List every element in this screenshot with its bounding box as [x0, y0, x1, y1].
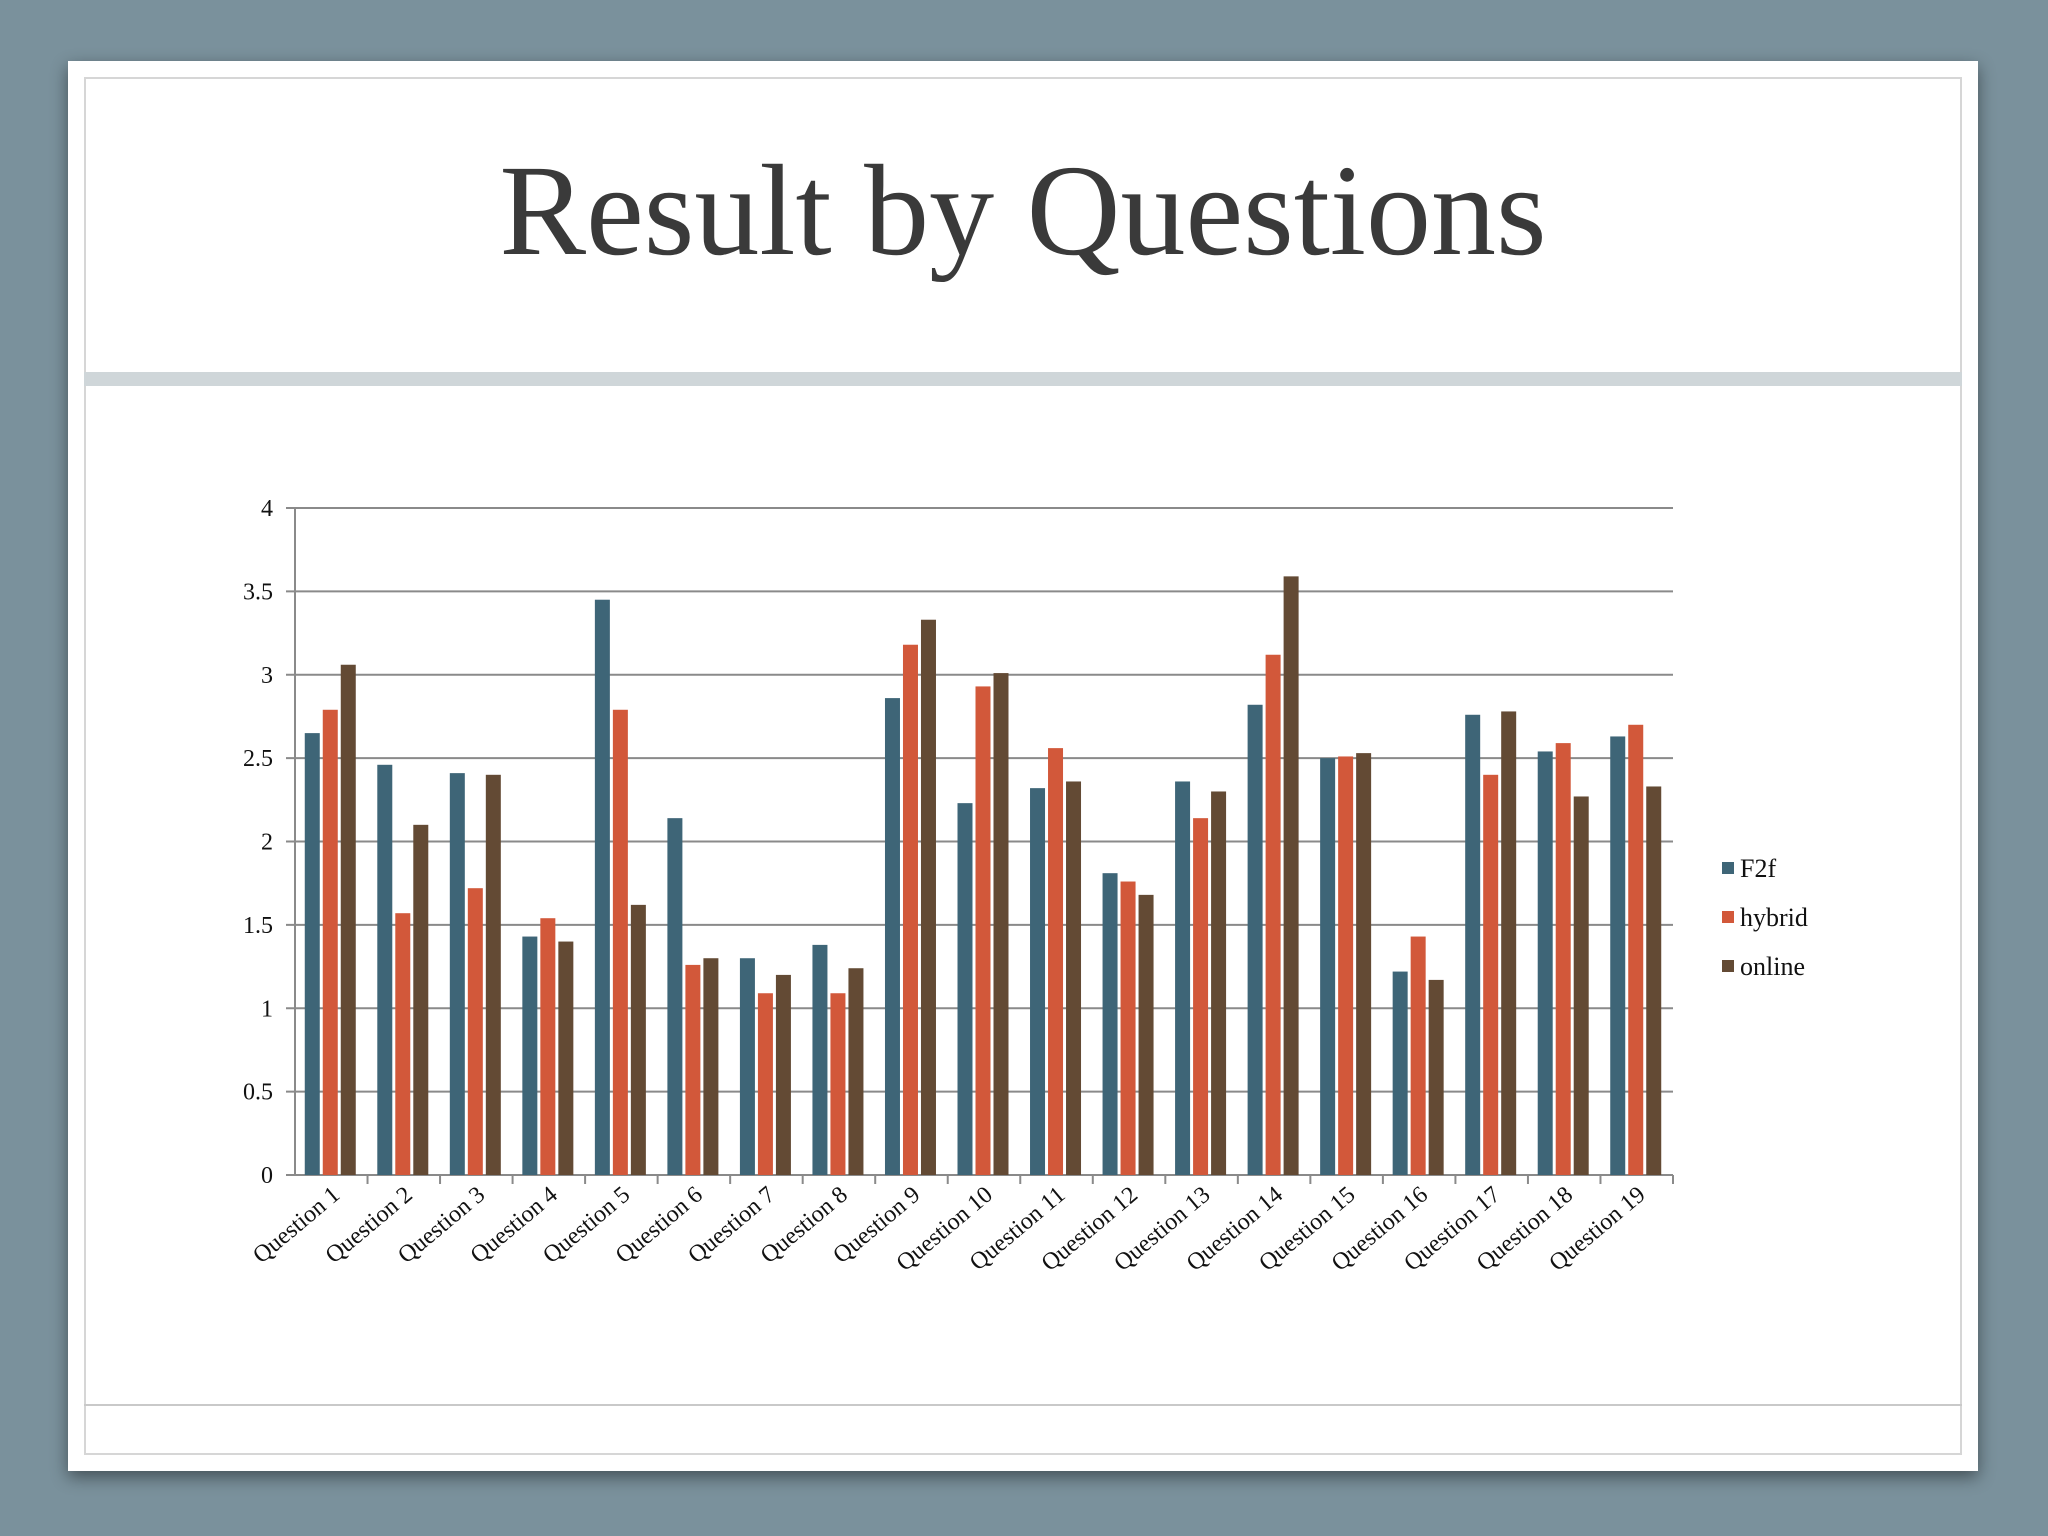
bar-online: [1501, 711, 1517, 1175]
y-tick-label: 1: [261, 996, 273, 1022]
bar-hybrid: [1193, 818, 1209, 1175]
bar-hybrid: [540, 918, 556, 1175]
legend-label-online: online: [1740, 952, 1805, 981]
y-tick-label: 3: [261, 663, 273, 689]
title-divider: [84, 372, 1962, 386]
y-tick-label: 2: [261, 830, 273, 856]
bar-f2f: [1465, 714, 1481, 1175]
bar-f2f: [812, 944, 828, 1175]
legend-swatch-online: [1722, 960, 1734, 972]
bar-hybrid: [830, 993, 846, 1175]
legend-label-hybrid: hybrid: [1740, 903, 1808, 932]
bar-hybrid: [1628, 724, 1644, 1175]
bar-f2f: [377, 764, 393, 1175]
y-tick-label: 0.5: [243, 1080, 273, 1106]
bar-hybrid: [395, 913, 411, 1175]
bar-hybrid: [467, 888, 483, 1175]
bar-online: [993, 673, 1009, 1175]
bar-online: [703, 958, 719, 1175]
bar-f2f: [667, 818, 683, 1175]
bar-f2f: [1102, 873, 1118, 1175]
bar-f2f: [594, 599, 610, 1175]
y-tick-label: 2.5: [243, 746, 273, 772]
bar-hybrid: [322, 709, 338, 1175]
bar-online: [1066, 781, 1082, 1175]
slide-border: [84, 77, 1962, 1455]
bar-online: [775, 974, 791, 1175]
bar-f2f: [739, 958, 755, 1175]
bar-hybrid: [1048, 748, 1064, 1175]
bar-online: [630, 904, 646, 1175]
bar-online: [558, 941, 574, 1175]
bar-f2f: [1247, 704, 1263, 1175]
bar-f2f: [304, 733, 320, 1175]
bar-hybrid: [975, 686, 991, 1175]
bar-hybrid: [1555, 743, 1571, 1175]
bar-f2f: [1175, 781, 1191, 1175]
legend-swatch-f2f: [1722, 862, 1734, 874]
y-tick-label: 4: [261, 496, 273, 522]
bar-online: [1283, 576, 1299, 1175]
bar-hybrid: [902, 644, 918, 1175]
bar-hybrid: [685, 964, 701, 1175]
bar-f2f: [1320, 758, 1336, 1175]
bar-f2f: [1030, 788, 1046, 1175]
bar-online: [920, 619, 936, 1175]
bar-f2f: [957, 803, 973, 1175]
bar-f2f: [1537, 751, 1553, 1175]
bar-online: [340, 664, 356, 1175]
bar-online: [1356, 753, 1372, 1175]
bar-f2f: [449, 773, 465, 1175]
bar-online: [1573, 796, 1589, 1175]
bar-hybrid: [1265, 654, 1281, 1175]
y-tick-label: 1.5: [243, 913, 273, 939]
bar-online: [1646, 786, 1662, 1175]
bar-hybrid: [1410, 936, 1426, 1175]
y-tick-label: 3.5: [243, 579, 273, 605]
bar-hybrid: [1338, 756, 1354, 1175]
bar-online: [848, 968, 864, 1175]
legend-label-f2f: F2f: [1740, 854, 1776, 883]
legend-swatch-hybrid: [1722, 911, 1734, 923]
bar-hybrid: [1120, 881, 1136, 1175]
footer-divider: [84, 1404, 1962, 1406]
bar-online: [413, 824, 429, 1175]
bar-f2f: [1610, 736, 1626, 1175]
y-tick-label: 0: [261, 1163, 273, 1189]
bar-f2f: [1392, 971, 1408, 1175]
bar-online: [485, 774, 501, 1175]
bar-online: [1428, 979, 1444, 1175]
slide-title: Result by Questions: [499, 139, 1547, 283]
bar-f2f: [884, 698, 900, 1175]
bar-f2f: [522, 936, 538, 1175]
bar-online: [1211, 791, 1227, 1175]
bar-hybrid: [612, 709, 628, 1175]
bar-online: [1138, 894, 1154, 1175]
bar-hybrid: [1483, 774, 1499, 1175]
bar-hybrid: [757, 993, 773, 1175]
